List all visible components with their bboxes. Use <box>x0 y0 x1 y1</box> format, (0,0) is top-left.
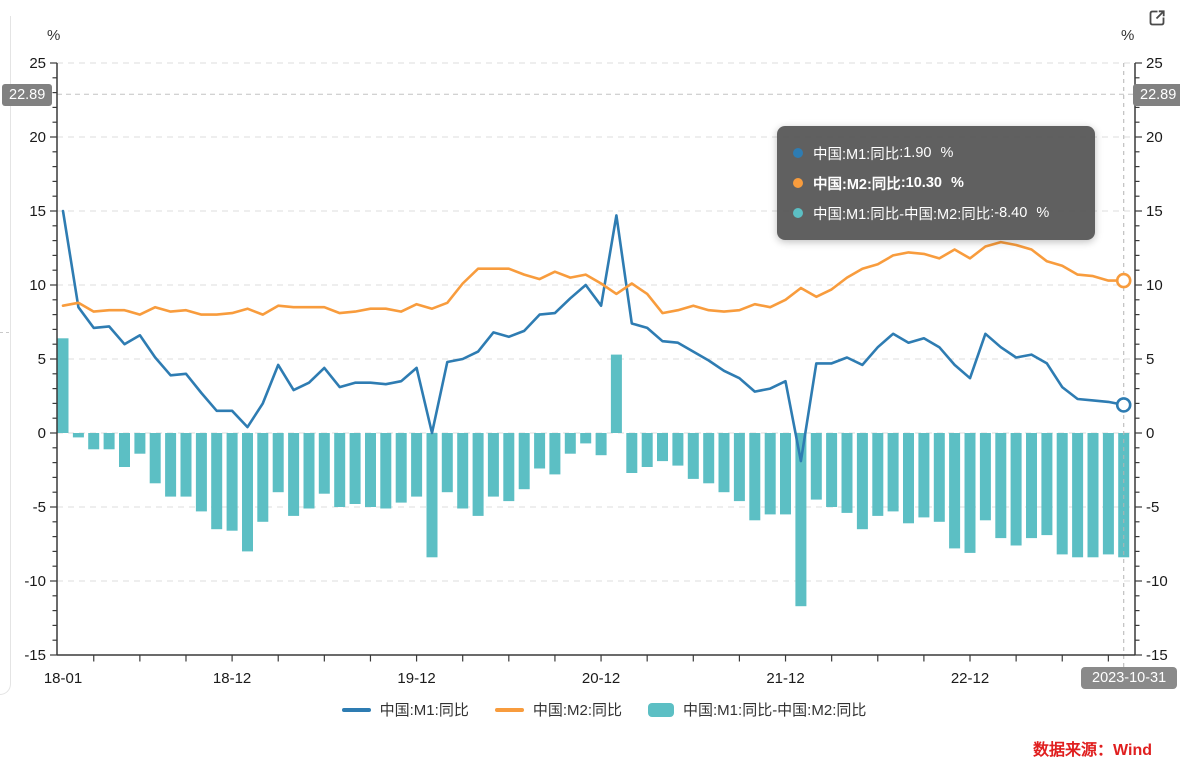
series-line-1 <box>61 240 1125 316</box>
tooltip-m1m2-value: -8.40 <box>994 205 1028 221</box>
tooltip-m1m2-unit: % <box>1036 205 1050 221</box>
svg-text:-10: -10 <box>24 573 46 590</box>
svg-text:10: 10 <box>29 277 46 294</box>
svg-text:25: 25 <box>1146 55 1163 72</box>
data-source-note: 数据来源：Wind <box>1033 742 1152 759</box>
svg-text:-15: -15 <box>24 647 46 664</box>
axis-labels: -15 -15 -10 -10 -5 -5 0 0 5 5 10 10 15 15 20 20 25 25 18-0… <box>24 55 1167 687</box>
tooltip-row-m1-minus-m2: 中国:M1:同比-中国:M2:同比: -8.40% <box>793 198 1079 228</box>
y-axis-unit-right: % <box>1121 27 1135 44</box>
tooltip-m1-unit: % <box>940 145 954 161</box>
legend-m2-label: 中国:M2:同比 <box>532 702 623 719</box>
legend-item-m1-minus-m2[interactable]: 中国:M1:同比-中国:M2:同比 <box>648 699 866 720</box>
svg-text:15: 15 <box>1146 203 1163 220</box>
tooltip-m2-unit: % <box>950 175 964 191</box>
svg-text:-10: -10 <box>1146 573 1168 590</box>
m1-m2-bar-swatch-icon <box>648 702 675 717</box>
svg-text:25: 25 <box>29 55 46 72</box>
panel-divider-dash <box>0 332 9 333</box>
svg-text:20: 20 <box>1146 129 1163 146</box>
legend-item-m1[interactable]: 中国:M1:同比 <box>341 699 469 720</box>
y-axis-unit-left: % <box>47 27 61 44</box>
m2-series-dot-icon <box>793 178 803 188</box>
tooltip-row-m2: 中国:M2:同比: 10.30% <box>793 168 1079 198</box>
export-button[interactable] <box>1144 5 1170 31</box>
svg-text:19-12: 19-12 <box>397 670 435 687</box>
axis-ticks <box>50 62 1142 662</box>
svg-text:-15: -15 <box>1146 647 1168 664</box>
svg-text:-5: -5 <box>1146 499 1159 516</box>
end-marker-0 <box>1115 397 1132 413</box>
axis-pointer-y-badge-left: 22.89 <box>2 84 53 106</box>
svg-text:10: 10 <box>1146 277 1163 294</box>
svg-text:5: 5 <box>1146 351 1154 368</box>
legend: 中国:M1:同比 中国:M2:同比 中国:M1:同比-中国:M2:同比 <box>14 699 1180 720</box>
axis-pointer-y-badge-right: 22.89 <box>1133 84 1180 106</box>
svg-text:20-12: 20-12 <box>582 670 620 687</box>
external-link-icon <box>1149 10 1165 26</box>
tooltip-m1-label: 中国:M1:同比 <box>813 146 900 163</box>
tooltip-m1-value: 1.90 <box>903 145 932 161</box>
svg-text:-5: -5 <box>33 499 46 516</box>
tooltip-separator: : <box>990 205 995 221</box>
svg-text:21-12: 21-12 <box>766 670 804 687</box>
svg-text:18-01: 18-01 <box>44 670 82 687</box>
svg-text:22-12: 22-12 <box>951 670 989 687</box>
m1-series-dot-icon <box>793 148 803 158</box>
tooltip-m2-value: 10.30 <box>905 175 942 191</box>
svg-text:18-12: 18-12 <box>213 670 251 687</box>
svg-text:15: 15 <box>29 203 46 220</box>
m1-m2-series-dot-icon <box>793 208 803 218</box>
legend-item-m2[interactable]: 中国:M2:同比 <box>494 699 623 720</box>
svg-text:0: 0 <box>38 425 46 442</box>
m2-line-swatch-icon <box>494 707 524 712</box>
svg-text:5: 5 <box>38 351 46 368</box>
axis-pointer-date-badge: 2023-10-31 <box>1081 667 1178 689</box>
tooltip: 中国:M1:同比: 1.90% 中国:M2:同比: 10.30% 中国:M1:同… <box>777 126 1095 240</box>
end-marker-1 <box>1115 272 1132 289</box>
tooltip-separator: : <box>900 175 906 191</box>
legend-m1m2-label: 中国:M1:同比-中国:M2:同比 <box>683 702 867 719</box>
series-line-0 <box>61 209 1125 463</box>
svg-text:20: 20 <box>29 129 46 146</box>
tooltip-row-m1: 中国:M1:同比: 1.90% <box>793 138 1079 168</box>
series-m1-minus-m2-bars <box>57 338 1130 607</box>
tooltip-separator: : <box>899 145 904 161</box>
m1-line-swatch-icon <box>341 707 371 712</box>
tooltip-m2-label: 中国:M2:同比 <box>813 176 901 193</box>
legend-m1-label: 中国:M1:同比 <box>379 702 469 719</box>
tooltip-m1m2-label: 中国:M1:同比-中国:M2:同比 <box>813 206 991 223</box>
svg-text:0: 0 <box>1146 425 1154 442</box>
